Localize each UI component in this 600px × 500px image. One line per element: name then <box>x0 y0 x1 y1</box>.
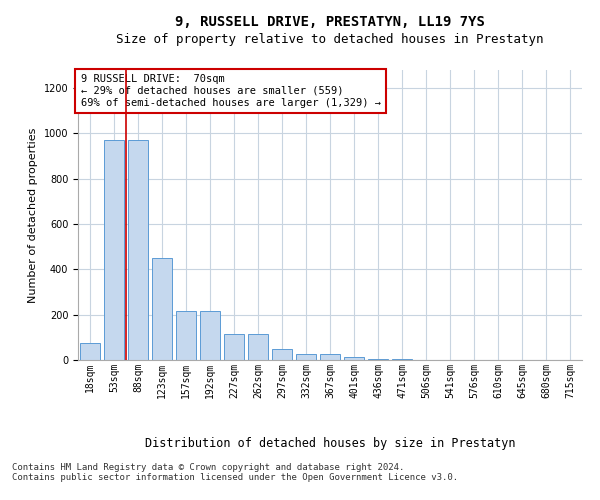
Bar <box>104 140 124 360</box>
Text: 9, RUSSELL DRIVE, PRESTATYN, LL19 7YS: 9, RUSSELL DRIVE, PRESTATYN, LL19 7YS <box>175 15 485 29</box>
Bar <box>80 343 100 360</box>
Bar <box>344 356 364 360</box>
Bar <box>392 359 412 360</box>
Bar <box>128 140 148 360</box>
Y-axis label: Number of detached properties: Number of detached properties <box>28 128 38 302</box>
Bar <box>224 334 244 360</box>
Bar <box>368 359 388 360</box>
Bar <box>176 312 196 360</box>
Text: Size of property relative to detached houses in Prestatyn: Size of property relative to detached ho… <box>116 32 544 46</box>
Text: 9 RUSSELL DRIVE:  70sqm
← 29% of detached houses are smaller (559)
69% of semi-d: 9 RUSSELL DRIVE: 70sqm ← 29% of detached… <box>80 74 380 108</box>
Bar <box>320 354 340 360</box>
Bar <box>248 334 268 360</box>
Text: Distribution of detached houses by size in Prestatyn: Distribution of detached houses by size … <box>145 438 515 450</box>
Bar <box>272 348 292 360</box>
Bar <box>296 354 316 360</box>
Bar <box>200 312 220 360</box>
Text: Contains HM Land Registry data © Crown copyright and database right 2024.
Contai: Contains HM Land Registry data © Crown c… <box>12 462 458 482</box>
Bar <box>152 258 172 360</box>
